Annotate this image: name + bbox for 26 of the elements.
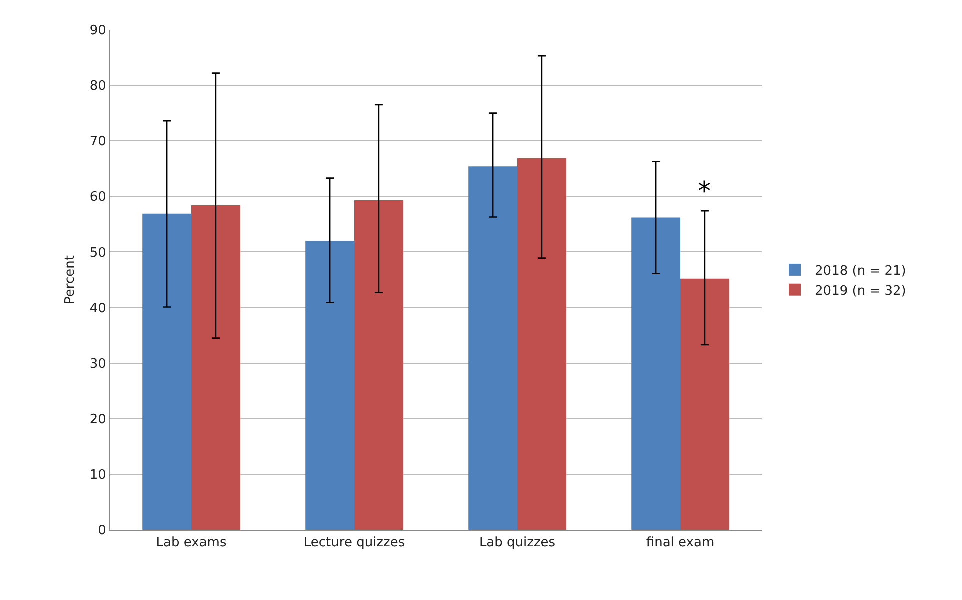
y-tick-label: 90 xyxy=(90,24,106,39)
y-tick-label: 70 xyxy=(90,134,106,150)
legend-label: 2018 (n = 21) xyxy=(815,264,906,280)
x-tick-label: Lab exams xyxy=(156,536,227,551)
y-tick-label: 0 xyxy=(98,524,106,539)
y-tick-label: 40 xyxy=(90,301,106,316)
y-tick-label: 80 xyxy=(90,79,106,94)
y-tick-label: 50 xyxy=(90,246,106,261)
legend-label: 2019 (n = 32) xyxy=(815,284,906,299)
bar xyxy=(518,158,566,530)
bar xyxy=(142,214,192,530)
y-tick-label: 20 xyxy=(90,412,106,428)
y-tick-label: 10 xyxy=(90,468,106,483)
bar xyxy=(632,218,680,530)
y-tick-label: 30 xyxy=(90,356,106,372)
annotation: * xyxy=(698,177,711,207)
bar xyxy=(192,206,240,530)
y-tick-label: 60 xyxy=(90,190,106,206)
x-tick-label: Lab quizzes xyxy=(479,536,556,551)
x-tick-label: final exam xyxy=(646,536,715,551)
bar xyxy=(354,200,404,530)
bar xyxy=(468,166,518,530)
y-axis-title: Percent xyxy=(63,256,78,304)
bar xyxy=(306,241,354,530)
bar xyxy=(680,278,730,530)
x-tick-label: Lecture quizzes xyxy=(304,536,406,551)
